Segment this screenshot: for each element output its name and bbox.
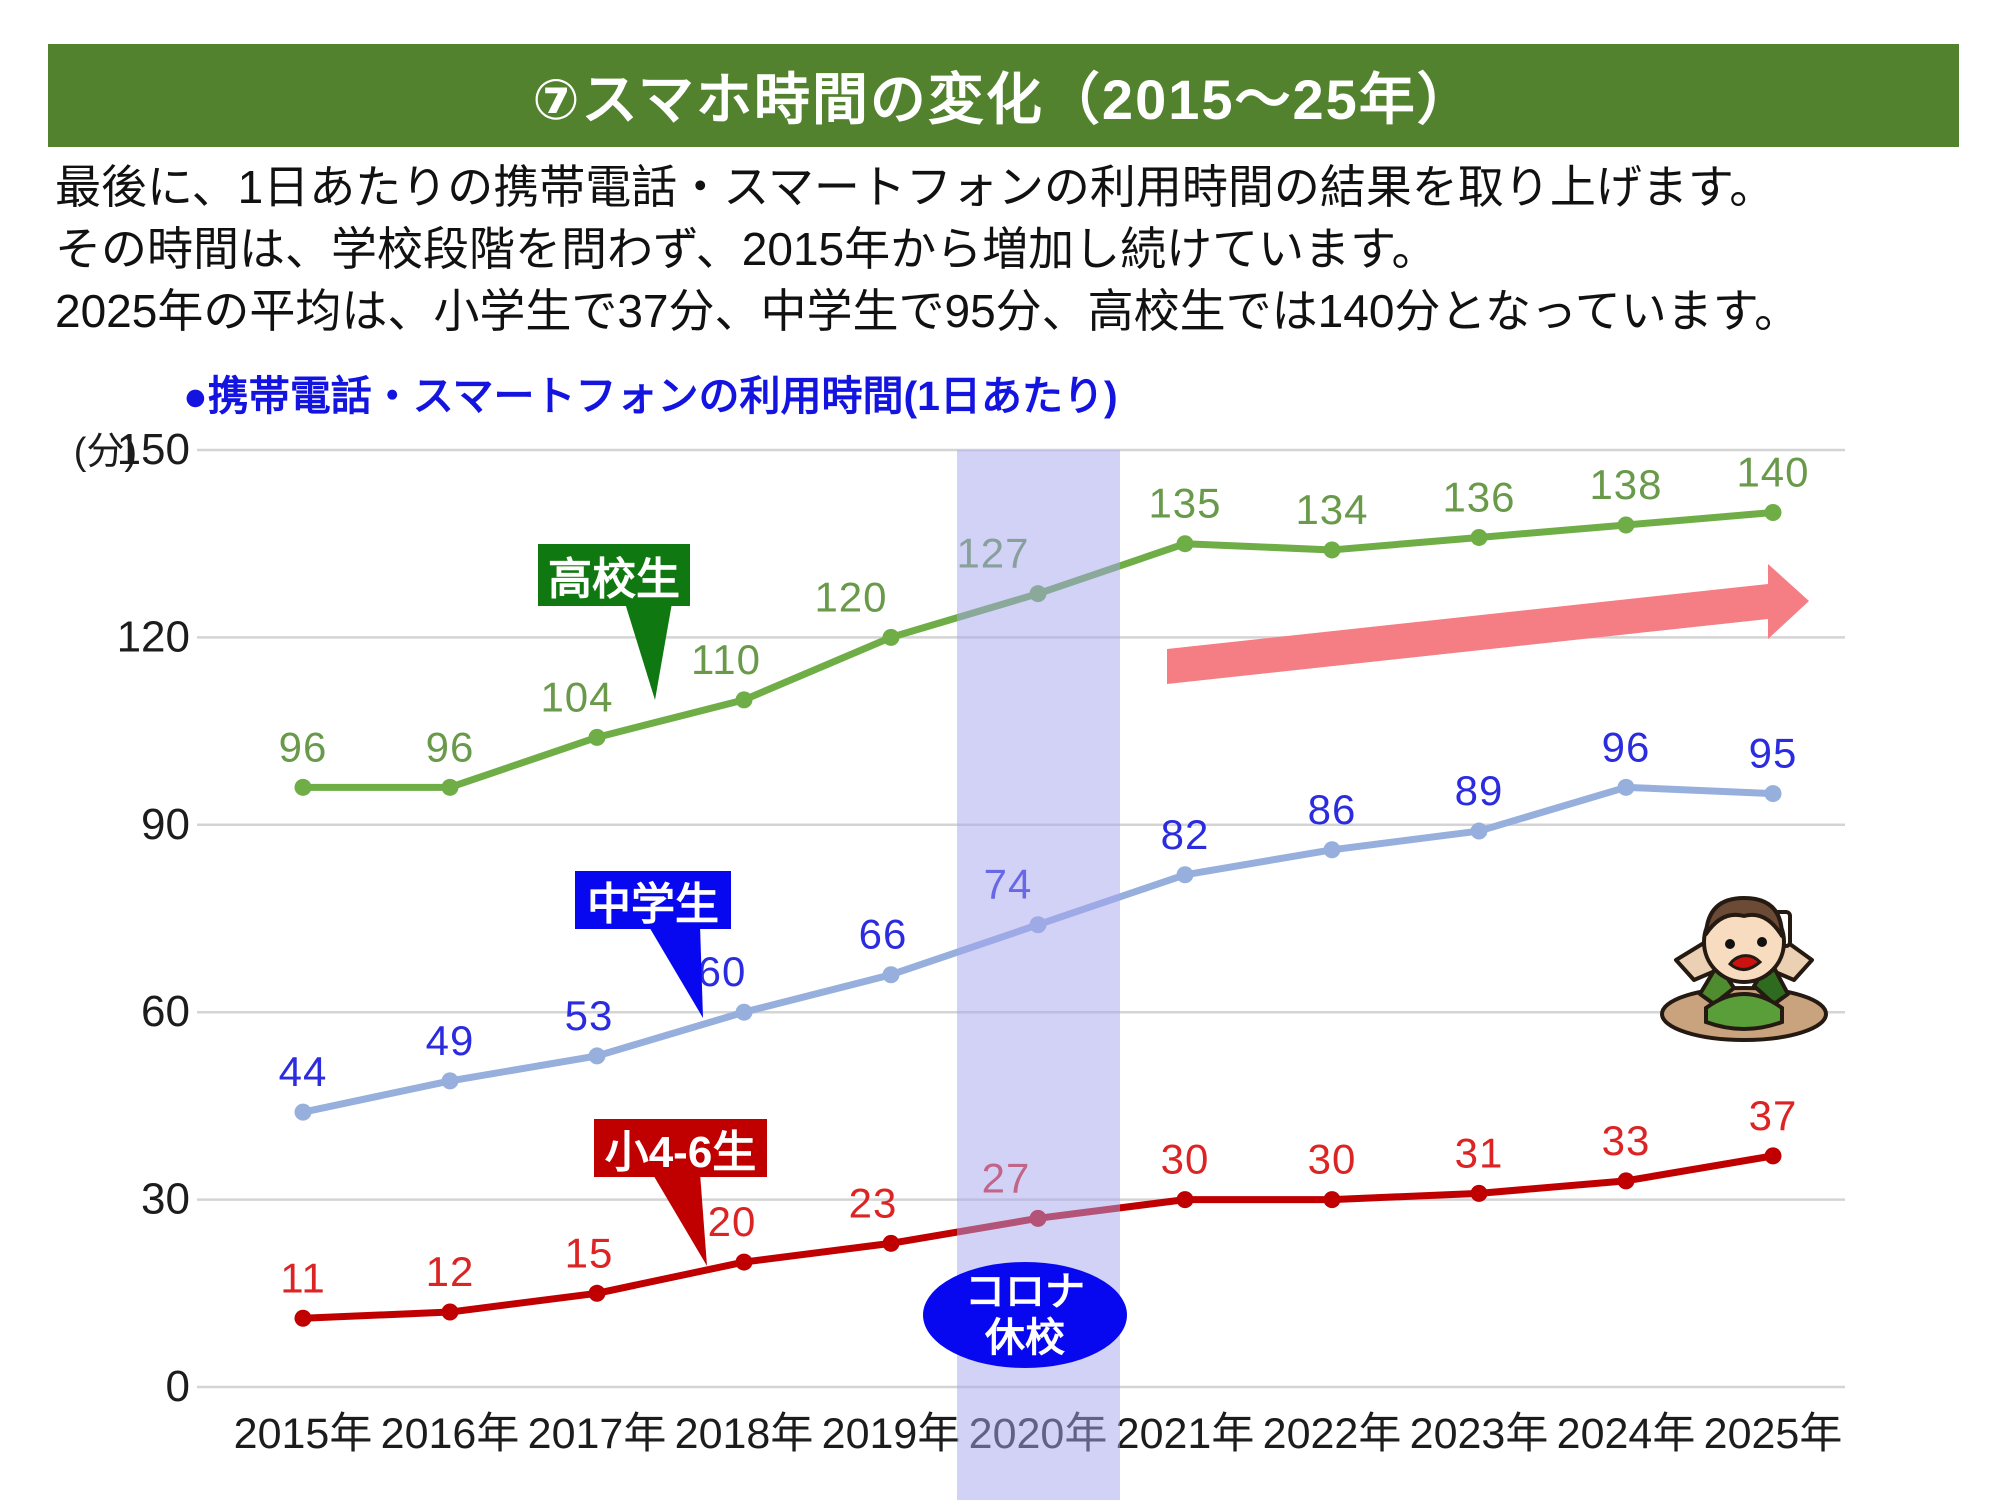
x-tick-2019年: 2019年: [822, 1410, 961, 1458]
header-banner: ⑦スマホ時間の変化（2015～25年）: [48, 44, 1959, 147]
x-tick-2024年: 2024年: [1557, 1410, 1696, 1458]
body-line-2: その時間は、学校段階を問わず、2015年から増加し続けています。: [55, 223, 1438, 275]
high-school-label: 高校生: [538, 544, 690, 606]
point-小4-6生-2018年: [735, 1253, 753, 1271]
point-中学生-2022年: [1323, 841, 1341, 859]
point-中学生-2019年: [882, 966, 900, 984]
y-tick-90: 90: [141, 800, 190, 849]
value-label-小4-6生-2019年: 23: [849, 1179, 898, 1226]
value-label-中学生-2024年: 96: [1602, 723, 1651, 770]
value-label-高校生-2016年: 96: [426, 723, 475, 770]
value-label-高校生-2023年: 136: [1442, 473, 1515, 520]
x-tick-2017年: 2017年: [528, 1410, 667, 1458]
value-label-中学生-2018年: 60: [698, 948, 747, 995]
point-小4-6生-2022年: [1323, 1191, 1341, 1209]
value-label-中学生-2015年: 44: [279, 1048, 328, 1095]
point-高校生-2024年: [1617, 516, 1635, 534]
value-label-中学生-2021年: 82: [1161, 811, 1210, 858]
value-label-高校生-2021年: 135: [1148, 480, 1221, 527]
y-tick-0: 0: [166, 1362, 190, 1411]
value-label-中学生-2025年: 95: [1749, 730, 1798, 777]
x-tick-2025年: 2025年: [1704, 1410, 1843, 1458]
y-tick-120: 120: [117, 612, 190, 661]
value-label-小4-6生-2018年: 20: [708, 1198, 757, 1245]
value-label-高校生-2018年: 110: [691, 636, 761, 683]
x-tick-2022年: 2022年: [1263, 1410, 1402, 1458]
point-高校生-2019年: [882, 628, 900, 646]
point-高校生-2022年: [1323, 541, 1341, 559]
value-label-高校生-2015年: 96: [279, 723, 328, 770]
value-label-高校生-2024年: 138: [1589, 461, 1662, 508]
y-tick-60: 60: [141, 987, 190, 1036]
value-label-小4-6生-2015年: 11: [280, 1254, 326, 1301]
point-高校生-2018年: [735, 691, 753, 709]
value-label-小4-6生-2016年: 12: [426, 1248, 475, 1295]
point-高校生-2015年: [294, 778, 312, 796]
x-tick-2016年: 2016年: [381, 1410, 520, 1458]
point-小4-6生-2021年: [1176, 1191, 1194, 1209]
point-小4-6生-2019年: [882, 1234, 900, 1252]
point-小4-6生-2017年: [588, 1284, 606, 1302]
y-axis-unit: (分): [74, 431, 137, 473]
y-tick-30: 30: [141, 1175, 190, 1224]
child-with-phone-illustration: [1660, 896, 1828, 1042]
value-label-高校生-2022年: 134: [1295, 486, 1368, 533]
chart-title: ●携帯電話・スマートフォンの利用時間(1日あたり): [183, 373, 1118, 419]
value-label-中学生-2017年: 53: [565, 992, 614, 1039]
point-高校生-2017年: [588, 728, 606, 746]
value-label-小4-6生-2023年: 31: [1455, 1129, 1504, 1176]
value-label-小4-6生-2021年: 30: [1161, 1136, 1210, 1183]
middle-school-label: 中学生: [575, 871, 731, 929]
value-label-小4-6生-2017年: 15: [565, 1229, 614, 1276]
point-小4-6生-2024年: [1617, 1172, 1635, 1190]
data-series: 9696104110120127135134136138140444953606…: [279, 448, 1809, 1327]
point-中学生-2025年: [1764, 785, 1782, 803]
point-中学生-2015年: [294, 1103, 312, 1121]
trend-arrow: [1167, 564, 1809, 684]
value-label-小4-6生-2022年: 30: [1308, 1136, 1357, 1183]
point-中学生-2023年: [1470, 822, 1488, 840]
value-label-高校生-2025年: 140: [1736, 448, 1809, 495]
elementary-callout-tail: [652, 1173, 707, 1266]
value-label-小4-6生-2025年: 37: [1749, 1092, 1798, 1139]
point-高校生-2023年: [1470, 528, 1488, 546]
point-中学生-2021年: [1176, 866, 1194, 884]
covid-closure-badge: コロナ 休校: [923, 1262, 1127, 1368]
point-小4-6生-2025年: [1764, 1147, 1782, 1165]
middle-school-callout-tail: [648, 925, 703, 1018]
x-tick-2021年: 2021年: [1116, 1410, 1255, 1458]
point-中学生-2024年: [1617, 778, 1635, 796]
x-tick-2015年: 2015年: [234, 1410, 373, 1458]
point-中学生-2017年: [588, 1047, 606, 1065]
point-小4-6生-2016年: [441, 1303, 459, 1321]
point-小4-6生-2015年: [294, 1309, 312, 1327]
value-label-小4-6生-2024年: 33: [1602, 1117, 1651, 1164]
point-中学生-2018年: [735, 1003, 753, 1021]
page-title: ⑦スマホ時間の変化（2015～25年）: [532, 68, 1475, 131]
point-高校生-2025年: [1764, 503, 1782, 521]
annotations: [625, 564, 1809, 1266]
value-label-中学生-2022年: 86: [1308, 786, 1357, 833]
point-高校生-2016年: [441, 778, 459, 796]
elementary-label: 小4-6生: [594, 1119, 767, 1177]
value-label-中学生-2019年: 66: [859, 911, 908, 958]
value-label-高校生-2017年: 104: [540, 673, 613, 720]
point-高校生-2021年: [1176, 535, 1194, 553]
value-label-中学生-2023年: 89: [1455, 767, 1504, 814]
high-school-callout-tail: [625, 603, 672, 700]
body-line-3: 2025年の平均は、小学生で37分、中学生で95分、高校生では140分となってい…: [55, 285, 1801, 337]
point-中学生-2016年: [441, 1072, 459, 1090]
y-tick-150: 150: [117, 425, 190, 474]
value-label-中学生-2016年: 49: [426, 1017, 475, 1064]
point-小4-6生-2023年: [1470, 1184, 1488, 1202]
value-label-高校生-2019年: 120: [814, 573, 887, 620]
x-tick-2018年: 2018年: [675, 1410, 814, 1458]
body-line-1: 最後に、1日あたりの携帯電話・スマートフォンの利用時間の結果を取り上げます。: [55, 161, 1776, 213]
x-tick-2023年: 2023年: [1410, 1410, 1549, 1458]
body-text: 最後に、1日あたりの携帯電話・スマートフォンの利用時間の結果を取り上げます。 そ…: [55, 156, 1985, 342]
